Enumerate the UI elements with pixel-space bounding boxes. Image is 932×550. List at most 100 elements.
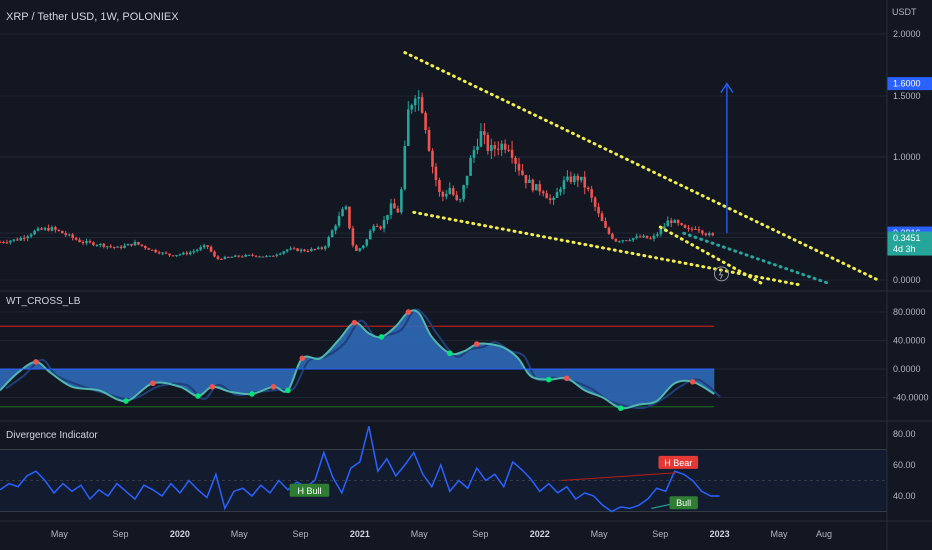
- candle[interactable]: [175, 255, 178, 258]
- candle[interactable]: [396, 205, 400, 213]
- candle[interactable]: [9, 239, 12, 245]
- candle[interactable]: [438, 177, 441, 197]
- candle[interactable]: [690, 226, 694, 232]
- candle[interactable]: [240, 255, 244, 258]
- candle[interactable]: [479, 123, 483, 148]
- candle[interactable]: [410, 103, 414, 114]
- candle[interactable]: [36, 226, 40, 232]
- candle[interactable]: [154, 248, 157, 254]
- candle[interactable]: [182, 251, 185, 256]
- candle[interactable]: [237, 255, 241, 258]
- candle[interactable]: [555, 187, 559, 198]
- candle[interactable]: [579, 176, 583, 183]
- candle[interactable]: [29, 233, 33, 239]
- candle[interactable]: [275, 253, 279, 258]
- candle[interactable]: [299, 248, 303, 254]
- candle[interactable]: [604, 217, 607, 229]
- candle[interactable]: [455, 190, 459, 202]
- inner-wedge-trendline[interactable]: [658, 225, 767, 287]
- candle[interactable]: [12, 239, 16, 243]
- candle[interactable]: [638, 234, 642, 238]
- candle[interactable]: [303, 248, 306, 252]
- wt-bear-cross-dot[interactable]: [270, 384, 277, 390]
- candle[interactable]: [278, 252, 282, 256]
- wt-bull-cross-dot[interactable]: [195, 393, 201, 399]
- lightning-icon[interactable]: [713, 266, 729, 282]
- candle[interactable]: [192, 249, 196, 255]
- bear-divergence-label[interactable]: H Bear: [658, 455, 699, 469]
- candle[interactable]: [649, 236, 652, 240]
- candle[interactable]: [493, 141, 497, 157]
- candle[interactable]: [351, 225, 355, 248]
- candle[interactable]: [2, 240, 5, 244]
- candle[interactable]: [531, 178, 535, 193]
- candle[interactable]: [251, 253, 254, 257]
- candle[interactable]: [195, 248, 199, 253]
- candle[interactable]: [220, 258, 223, 260]
- candle[interactable]: [164, 251, 168, 255]
- candle[interactable]: [503, 139, 507, 154]
- candle[interactable]: [465, 175, 469, 189]
- candle[interactable]: [50, 225, 54, 232]
- candle[interactable]: [583, 171, 587, 195]
- candle[interactable]: [462, 184, 465, 202]
- candle[interactable]: [393, 198, 396, 209]
- wt-cross-pane[interactable]: 80.0000 40.0000 0.0000 -40.0000: [0, 307, 929, 411]
- wt2-line[interactable]: [5, 308, 721, 410]
- candle[interactable]: [590, 185, 593, 203]
- candle[interactable]: [614, 238, 618, 242]
- candle[interactable]: [451, 185, 455, 197]
- candle[interactable]: [330, 229, 334, 238]
- candle[interactable]: [81, 240, 85, 246]
- candle[interactable]: [400, 186, 403, 215]
- candle[interactable]: [361, 244, 365, 250]
- candle[interactable]: [348, 206, 351, 230]
- candle[interactable]: [545, 190, 548, 199]
- price-pane[interactable]: 2.00001.50001.00000.00001.60000.38160.34…: [0, 29, 932, 287]
- candle[interactable]: [133, 239, 137, 246]
- candle[interactable]: [296, 248, 299, 252]
- candle[interactable]: [593, 196, 597, 212]
- candle[interactable]: [74, 236, 78, 241]
- candle[interactable]: [265, 255, 268, 258]
- candle[interactable]: [458, 198, 462, 203]
- candle[interactable]: [365, 238, 369, 248]
- candle[interactable]: [445, 190, 448, 200]
- candle[interactable]: [510, 140, 514, 164]
- candle[interactable]: [469, 155, 472, 177]
- candle[interactable]: [490, 138, 493, 160]
- candle[interactable]: [566, 170, 569, 182]
- bear-divergence-line[interactable]: [561, 472, 677, 481]
- candle[interactable]: [476, 138, 479, 155]
- candle[interactable]: [600, 210, 604, 222]
- wt-bear-cross-dot[interactable]: [689, 379, 696, 385]
- wt-bear-cross-dot[interactable]: [150, 380, 156, 387]
- candle[interactable]: [26, 234, 29, 242]
- candle[interactable]: [327, 235, 330, 248]
- candle[interactable]: [92, 241, 95, 247]
- divergence-pane[interactable]: 80.00 60.00 40.00 H Bull H Bear Bull: [0, 426, 916, 513]
- candle[interactable]: [144, 245, 147, 251]
- wt-bear-cross-dot[interactable]: [405, 309, 412, 315]
- wt-bear-cross-dot[interactable]: [33, 359, 39, 365]
- candle[interactable]: [521, 164, 524, 176]
- candle[interactable]: [524, 174, 528, 189]
- candle[interactable]: [573, 173, 576, 185]
- candle[interactable]: [292, 246, 296, 250]
- candle[interactable]: [472, 145, 476, 163]
- candle[interactable]: [337, 211, 341, 228]
- candle[interactable]: [697, 226, 701, 234]
- candle[interactable]: [185, 251, 189, 256]
- candle[interactable]: [60, 230, 64, 234]
- candle[interactable]: [624, 239, 628, 242]
- candle[interactable]: [701, 229, 704, 236]
- candle[interactable]: [621, 239, 625, 244]
- candle[interactable]: [379, 225, 382, 231]
- candle[interactable]: [71, 233, 74, 241]
- wt-bull-cross-dot[interactable]: [617, 405, 624, 411]
- candle[interactable]: [15, 237, 19, 241]
- candle[interactable]: [486, 132, 490, 155]
- candle[interactable]: [417, 90, 420, 111]
- candle[interactable]: [112, 246, 116, 250]
- candle[interactable]: [382, 216, 386, 233]
